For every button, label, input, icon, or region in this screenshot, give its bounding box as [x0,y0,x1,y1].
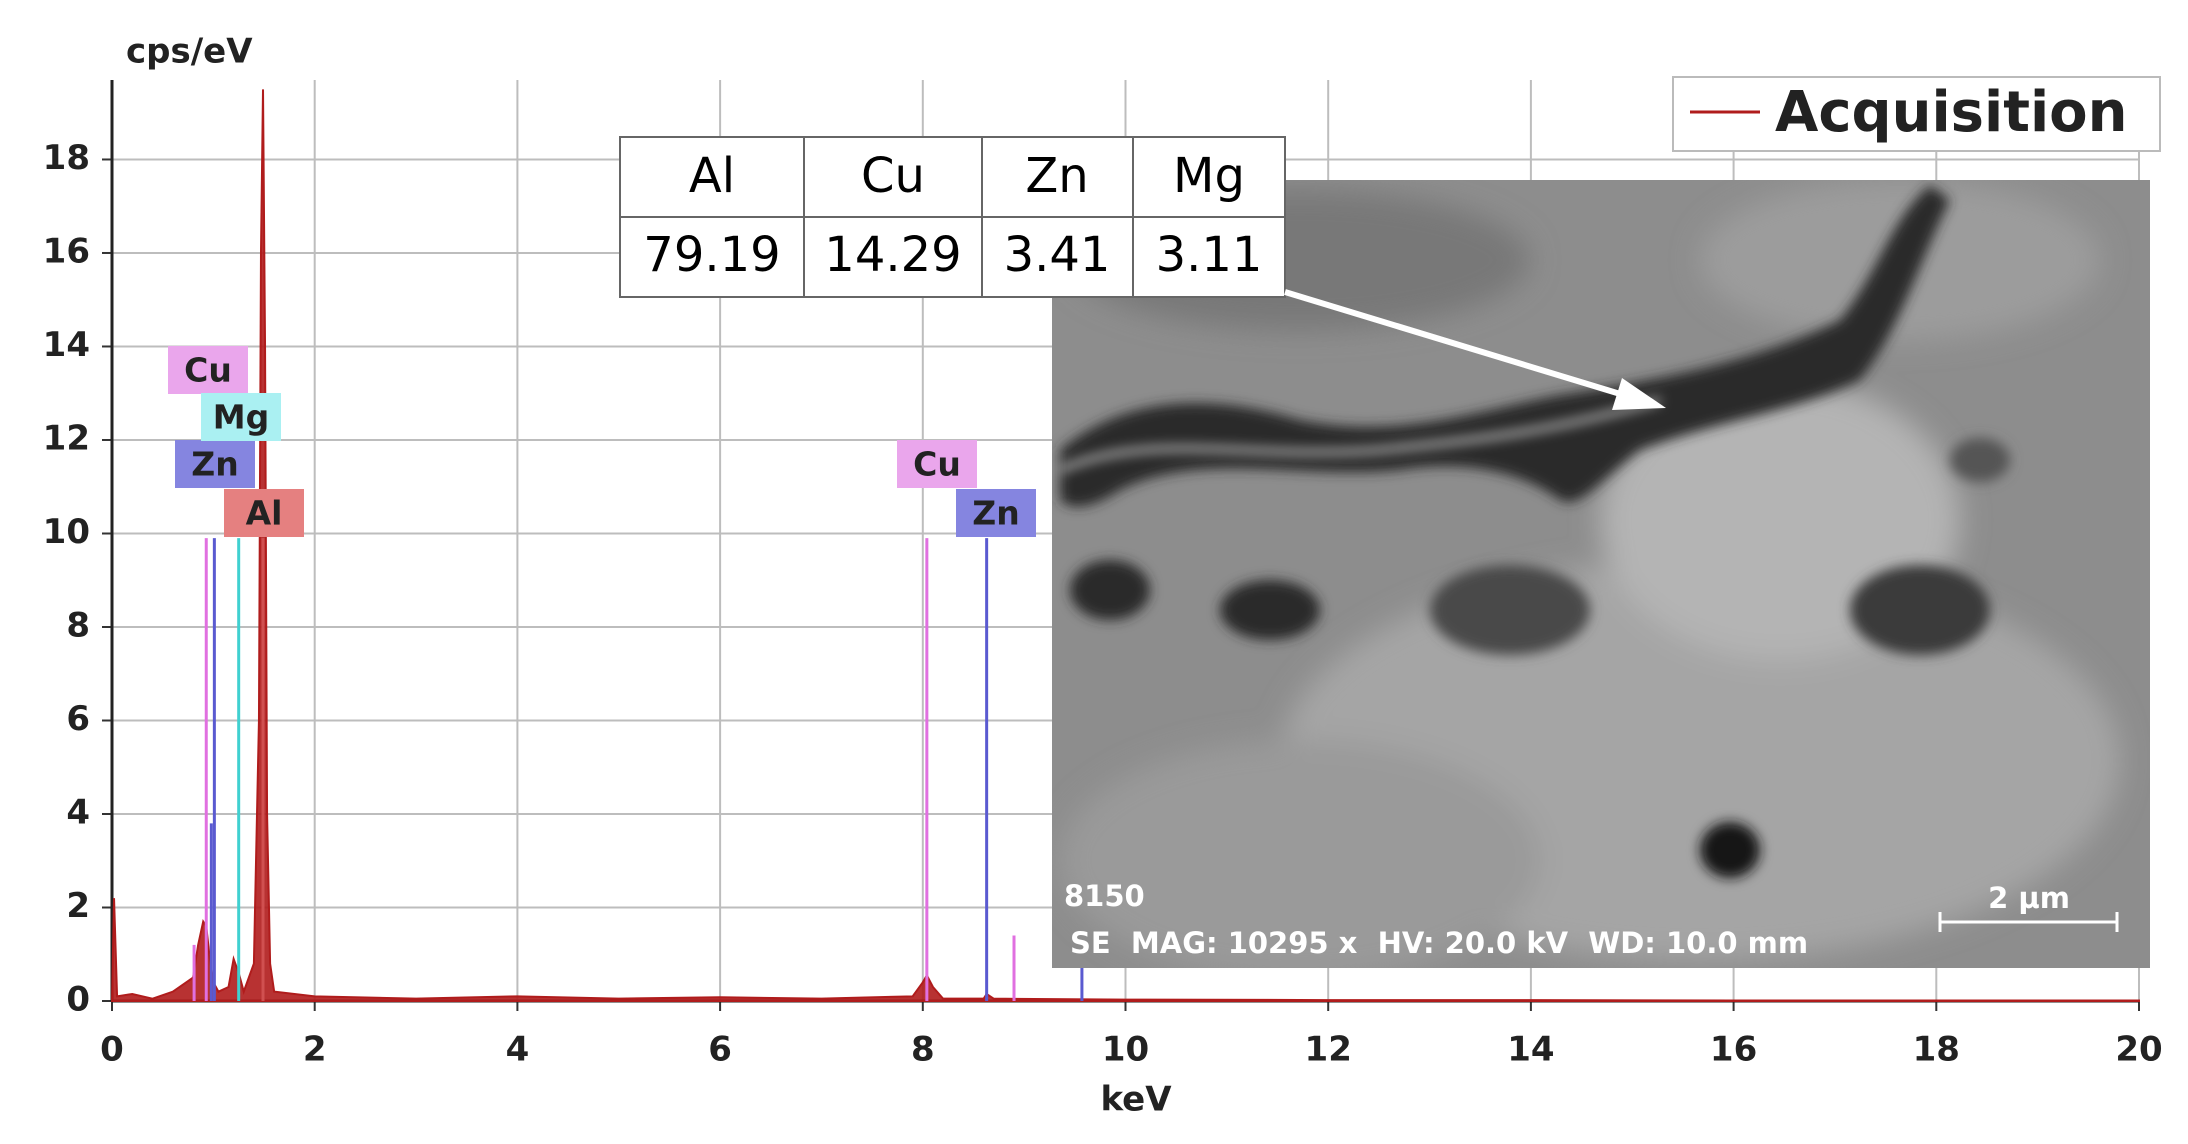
arrow [1284,289,1666,410]
image-id: 8150 [1064,879,1145,913]
x-tick-label: 0 [100,1030,124,1070]
element-label-box [897,440,977,488]
composition-table: Al Cu Zn Mg 79.19 14.29 3.41 3.11 [619,136,1286,298]
plot [110,89,2140,1002]
x-tick-label: 4 [506,1030,530,1070]
table-header: Al [689,148,735,204]
table-header: Zn [1025,148,1088,204]
y-tick-label: 0 [66,980,90,1020]
y-tick-label: 14 [43,325,90,365]
y-tick-label: 12 [43,418,90,458]
table-cell: 14.29 [824,227,961,283]
legend-label: Acquisition [1775,80,2128,145]
y-tick-label: 10 [43,512,90,552]
table-header: Cu [861,148,925,204]
y-tick-label: 2 [66,886,90,926]
element-label: Zn [972,494,1019,533]
element-label: Al [246,494,283,533]
x-tick-label: 2 [303,1030,327,1070]
table-header: Mg [1173,148,1245,204]
sem-image: 8150 SE MAG: 10295 x HV: 20.0 kV WD: 10.… [1052,180,2150,968]
element-label-box [175,440,255,488]
table-cell: 3.11 [1156,227,1263,283]
element-label: Mg [213,398,269,437]
element-label-box [224,489,304,537]
element-label-box [168,346,248,394]
y-tick-label: 18 [43,138,90,178]
x-tick-label: 12 [1305,1030,1352,1070]
y-tick-label: 16 [43,231,90,271]
y-tick-label: 6 [66,699,90,739]
x-tick-label: 6 [708,1030,732,1070]
y-tick-label: 8 [66,605,90,645]
y-tick-label: 4 [66,792,90,832]
element-label: Zn [191,445,238,484]
scale-bar-label: 2 µm [1988,881,2070,915]
x-axis-label: keV [1100,1080,1172,1120]
y-axis-label: cps/eV [126,32,253,72]
table-cell: 79.19 [643,227,780,283]
x-tick-label: 10 [1102,1030,1149,1070]
spectrum-area [110,89,2140,1002]
x-tick-label: 16 [1710,1030,1757,1070]
element-label: Cu [184,351,232,390]
element-label: Cu [913,445,961,484]
element-label-box [956,489,1036,537]
legend: Acquisition [1672,76,2161,152]
x-tick-label: 8 [911,1030,935,1070]
x-tick-label: 20 [2115,1030,2162,1070]
x-tick-label: 14 [1507,1030,1554,1070]
element-label-box [201,393,281,441]
table-cell: 3.41 [1004,227,1111,283]
x-tick-label: 18 [1913,1030,1960,1070]
image-caption: SE MAG: 10295 x HV: 20.0 kV WD: 10.0 mm [1070,926,1808,960]
scale-bar [1938,912,2119,932]
